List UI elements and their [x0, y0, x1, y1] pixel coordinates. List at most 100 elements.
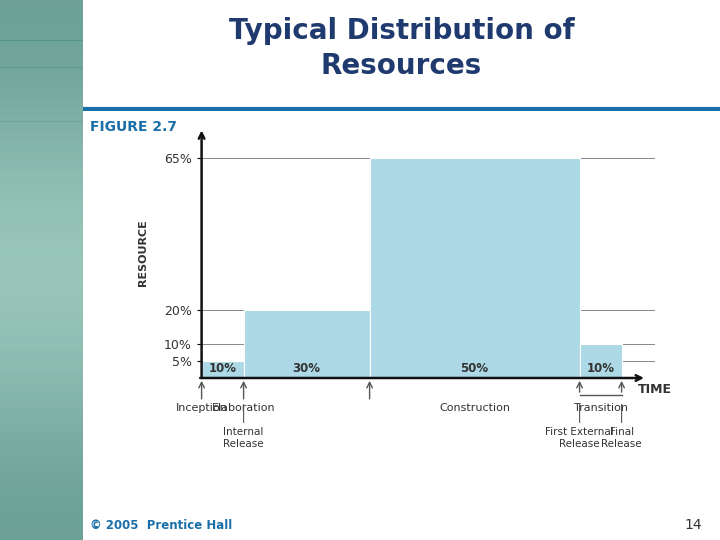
Bar — [0, 500, 83, 502]
Bar — [0, 270, 83, 273]
Bar — [0, 256, 83, 259]
Bar — [0, 108, 83, 111]
Bar — [0, 302, 83, 305]
Bar — [0, 418, 83, 421]
Bar — [0, 489, 83, 491]
Text: 14: 14 — [685, 518, 702, 532]
Text: 10%: 10% — [587, 362, 615, 375]
Bar — [0, 408, 83, 410]
Bar — [0, 351, 83, 354]
Bar — [0, 240, 83, 243]
Bar — [580, 344, 621, 378]
Bar — [0, 92, 83, 94]
Bar — [0, 0, 83, 3]
Bar — [0, 70, 83, 73]
Bar — [0, 483, 83, 486]
Bar — [0, 402, 83, 405]
Bar — [0, 140, 83, 143]
Bar — [0, 208, 83, 211]
Bar — [0, 86, 83, 89]
Bar — [0, 130, 83, 132]
Bar — [0, 494, 83, 497]
Bar — [0, 354, 83, 356]
Bar — [0, 375, 83, 378]
Bar — [0, 259, 83, 262]
Bar — [0, 316, 83, 319]
Bar — [0, 292, 83, 294]
Bar — [0, 346, 83, 348]
Bar — [0, 103, 83, 105]
Bar — [0, 84, 83, 86]
Bar — [0, 94, 83, 97]
Bar — [0, 97, 83, 100]
Bar — [0, 57, 83, 59]
Bar — [0, 359, 83, 362]
Bar — [0, 273, 83, 275]
Bar — [0, 127, 83, 130]
Bar — [0, 170, 83, 173]
Bar — [0, 394, 83, 397]
Bar — [0, 294, 83, 297]
Bar — [0, 443, 83, 445]
Bar — [0, 529, 83, 532]
Bar — [0, 478, 83, 481]
Bar — [0, 462, 83, 464]
Bar — [0, 367, 83, 370]
Bar — [0, 424, 83, 427]
Bar — [0, 400, 83, 402]
Bar — [0, 332, 83, 335]
Bar — [0, 502, 83, 505]
Bar — [0, 516, 83, 518]
Bar — [0, 532, 83, 535]
Bar — [0, 413, 83, 416]
Bar — [0, 184, 83, 186]
Bar — [0, 284, 83, 286]
Bar — [0, 440, 83, 443]
Bar — [0, 181, 83, 184]
Bar — [0, 386, 83, 389]
Text: 10%: 10% — [209, 362, 237, 375]
Bar — [0, 321, 83, 324]
Bar — [0, 286, 83, 289]
Bar — [0, 113, 83, 116]
Bar — [0, 211, 83, 213]
Bar — [0, 486, 83, 489]
Bar — [0, 162, 83, 165]
Bar — [0, 30, 83, 32]
Bar — [0, 154, 83, 157]
Bar — [0, 378, 83, 381]
Bar — [0, 364, 83, 367]
Bar — [0, 24, 83, 27]
Bar — [0, 327, 83, 329]
Bar — [0, 167, 83, 170]
Bar — [0, 205, 83, 208]
Bar — [0, 197, 83, 200]
Bar — [0, 281, 83, 284]
Bar — [0, 467, 83, 470]
Bar — [0, 491, 83, 494]
Bar — [0, 135, 83, 138]
Text: First External
Release: First External Release — [545, 427, 614, 449]
Bar — [0, 464, 83, 467]
Bar — [0, 248, 83, 251]
Bar — [0, 275, 83, 278]
Bar — [0, 186, 83, 189]
Bar — [0, 373, 83, 375]
Bar — [0, 176, 83, 178]
Bar — [0, 219, 83, 221]
Text: Construction: Construction — [439, 403, 510, 414]
Bar — [0, 138, 83, 140]
Text: Elaboration: Elaboration — [212, 403, 276, 414]
Bar — [0, 19, 83, 22]
Bar — [0, 475, 83, 478]
Text: Typical Distribution of
Resources: Typical Distribution of Resources — [228, 17, 575, 80]
Text: TIME: TIME — [638, 383, 672, 396]
Bar — [0, 165, 83, 167]
Bar — [0, 238, 83, 240]
Bar — [0, 89, 83, 92]
Bar — [0, 459, 83, 462]
Bar — [0, 105, 83, 108]
Bar — [0, 524, 83, 526]
Bar — [0, 389, 83, 392]
Bar — [0, 526, 83, 529]
